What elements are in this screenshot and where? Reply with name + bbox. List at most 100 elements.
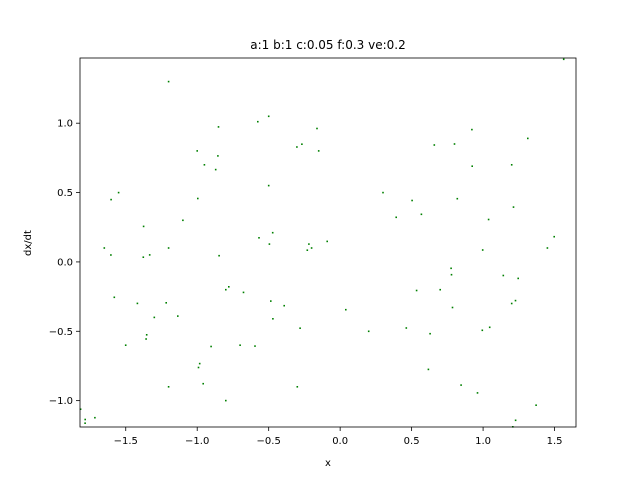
scatter-point (481, 249, 484, 251)
scatter-point (177, 315, 179, 317)
scatter-point (420, 213, 423, 216)
scatter-point (79, 408, 82, 410)
scatter-point (316, 127, 318, 130)
y-tick-label: 1.0 (57, 119, 73, 130)
scatter-point (411, 199, 413, 202)
scatter-point (301, 143, 303, 145)
scatter-point (257, 120, 259, 123)
scatter-point (196, 150, 198, 152)
x-tick-label: −1.0 (185, 436, 209, 447)
scatter-point (268, 243, 271, 245)
scatter-point (84, 418, 86, 421)
scatter-point (142, 225, 145, 228)
scatter-point (242, 291, 245, 294)
x-tick-label: 0.5 (404, 436, 420, 447)
chart-title: a:1 b:1 c:0.05 f:0.3 ve:0.2 (250, 38, 405, 52)
scatter-point (197, 366, 200, 369)
scatter-point (270, 300, 272, 302)
scatter-point (124, 344, 127, 346)
scatter-point (306, 249, 309, 251)
scatter-point (258, 237, 260, 239)
scatter-point (488, 326, 491, 329)
scatter-point (487, 218, 490, 221)
scatter-point (382, 191, 384, 194)
scatter-point (182, 219, 184, 222)
scatter-point (471, 165, 473, 167)
scatter-point (271, 231, 274, 234)
scatter-point (456, 197, 459, 200)
scatter-point (153, 316, 156, 319)
scatter-point (110, 254, 112, 256)
x-tick-label: 1.5 (547, 436, 563, 447)
scatter-point (228, 286, 230, 288)
scatter-point (450, 273, 453, 276)
scatter-point (167, 386, 170, 388)
scatter-point (310, 247, 313, 249)
scatter-point (165, 302, 167, 304)
scatter-point (103, 247, 106, 249)
scatter-point (433, 144, 436, 146)
scatter-point (345, 308, 347, 311)
scatter-point (142, 256, 145, 258)
scatter-point (167, 80, 170, 83)
scatter-point (225, 399, 227, 402)
x-tick-label: −0.5 (257, 436, 281, 447)
y-tick-label: −1.0 (49, 396, 73, 407)
scatter-points (79, 58, 565, 428)
y-axis: −1.0 −0.5 0.0 0.5 1.0 (49, 119, 80, 407)
scatter-point (453, 143, 456, 145)
scatter-point (148, 254, 151, 256)
scatter-point (110, 198, 112, 201)
scatter-point (225, 288, 227, 291)
y-axis-label: dx/dt (23, 230, 34, 256)
x-axis: −1.5 −1.0 −0.5 0.0 0.5 1.0 1.5 (114, 427, 563, 447)
scatter-point (471, 128, 473, 131)
scatter-point (415, 289, 418, 292)
scatter-point (514, 419, 517, 422)
scatter-point (317, 150, 320, 152)
scatter-point (553, 235, 555, 238)
scatter-point (167, 247, 170, 249)
scatter-point (145, 334, 148, 336)
scatter-point (326, 240, 328, 243)
scatter-point (117, 191, 120, 194)
y-tick-label: −0.5 (49, 327, 73, 338)
scatter-point (214, 168, 217, 171)
scatter-point (562, 58, 565, 61)
scatter-point (254, 345, 256, 347)
scatter-point (451, 306, 454, 309)
scatter-point (145, 338, 147, 340)
x-tick-label: −1.5 (114, 436, 138, 447)
y-tick-label: 0.0 (57, 257, 73, 268)
scatter-point (94, 416, 96, 419)
scatter-point (296, 386, 299, 388)
scatter-point (427, 368, 430, 371)
scatter-point (502, 274, 505, 277)
scatter-point (296, 146, 298, 148)
scatter-point (512, 206, 515, 208)
scatter-point (510, 302, 513, 305)
scatter-point (308, 243, 310, 245)
scatter-point (136, 302, 139, 305)
scatter-point (267, 184, 270, 187)
y-tick-label: 0.5 (57, 188, 73, 199)
scatter-point (203, 164, 206, 166)
scatter-point (481, 329, 484, 332)
scatter-point (535, 404, 537, 406)
scatter-point (84, 422, 86, 424)
scatter-point (267, 115, 270, 118)
scatter-point (527, 137, 529, 140)
scatter-point (210, 345, 212, 348)
scatter-point (113, 296, 116, 299)
scatter-point (476, 392, 479, 394)
scatter-point (197, 197, 199, 200)
scatter-point (202, 382, 204, 385)
scatter-point (429, 332, 431, 335)
x-tick-label: 1.0 (475, 436, 491, 447)
scatter-point (218, 254, 220, 257)
scatter-point (510, 164, 513, 166)
scatter-point (239, 344, 241, 346)
x-axis-label: x (325, 458, 331, 469)
scatter-point (299, 327, 301, 329)
